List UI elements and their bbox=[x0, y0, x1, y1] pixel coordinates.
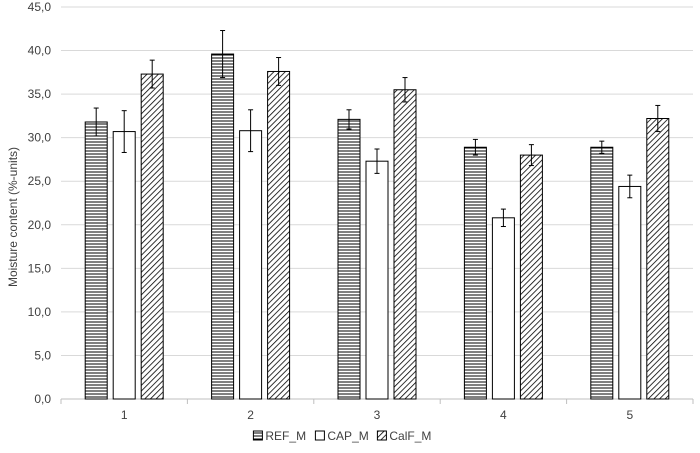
bar-calf-m-1 bbox=[140, 73, 164, 400]
legend-label: CalF_M bbox=[389, 429, 431, 443]
legend-swatch bbox=[252, 430, 263, 441]
legend-label: CAP_M bbox=[327, 429, 368, 443]
bar-calf-m-3 bbox=[393, 89, 417, 400]
bar-cap-m-2 bbox=[239, 130, 263, 400]
y-tick-label: 35,0 bbox=[28, 87, 52, 101]
bar-ref-m-3 bbox=[337, 118, 361, 400]
x-tick-label: 5 bbox=[626, 408, 633, 422]
y-tick-label: 40,0 bbox=[28, 44, 52, 58]
axes bbox=[60, 398, 694, 404]
x-tick-label: 3 bbox=[374, 408, 381, 422]
bar-ref-m-1 bbox=[84, 121, 108, 400]
legend: REF_M CAP_M CalF_M bbox=[252, 429, 431, 443]
error-bars bbox=[93, 30, 661, 228]
bars bbox=[84, 53, 670, 400]
legend-item-ref-m: REF_M bbox=[252, 429, 306, 443]
y-tick-label: 5,0 bbox=[34, 348, 51, 362]
bar-ref-m-5 bbox=[590, 146, 614, 400]
y-tick-label: 0,0 bbox=[34, 392, 51, 406]
x-tick-label: 4 bbox=[500, 408, 507, 422]
y-tick-label: 45,0 bbox=[28, 0, 52, 14]
y-tick-label: 20,0 bbox=[28, 218, 52, 232]
y-tick-label: 30,0 bbox=[28, 131, 52, 145]
bar-calf-m-5 bbox=[646, 118, 670, 400]
x-tick-label: 1 bbox=[121, 408, 128, 422]
bar-cap-m-1 bbox=[112, 131, 136, 400]
legend-swatch bbox=[376, 430, 387, 441]
bar-ref-m-2 bbox=[211, 53, 235, 400]
legend-item-cap-m: CAP_M bbox=[314, 429, 369, 443]
y-tick-label: 15,0 bbox=[28, 261, 52, 275]
bar-ref-m-4 bbox=[463, 146, 487, 400]
legend-swatch bbox=[314, 430, 325, 441]
legend-item-calf-m: CalF_M bbox=[376, 429, 431, 443]
legend-label: REF_M bbox=[265, 429, 306, 443]
bar-cap-m-3 bbox=[365, 160, 389, 400]
tick-labels: 0,0 5,0 10,0 15,0 20,0 25,0 30,0 35,0 40,0 45,0 1 2… bbox=[28, 0, 634, 422]
y-tick-label: 10,0 bbox=[28, 305, 52, 319]
bar-cap-m-4 bbox=[491, 217, 515, 400]
bar-calf-m-2 bbox=[267, 70, 291, 400]
y-axis-title: Moisture content (%-units) bbox=[6, 147, 20, 287]
bar-calf-m-4 bbox=[519, 154, 543, 400]
x-tick-label: 2 bbox=[247, 408, 254, 422]
bar-cap-m-5 bbox=[618, 185, 642, 400]
y-tick-label: 25,0 bbox=[28, 174, 52, 188]
